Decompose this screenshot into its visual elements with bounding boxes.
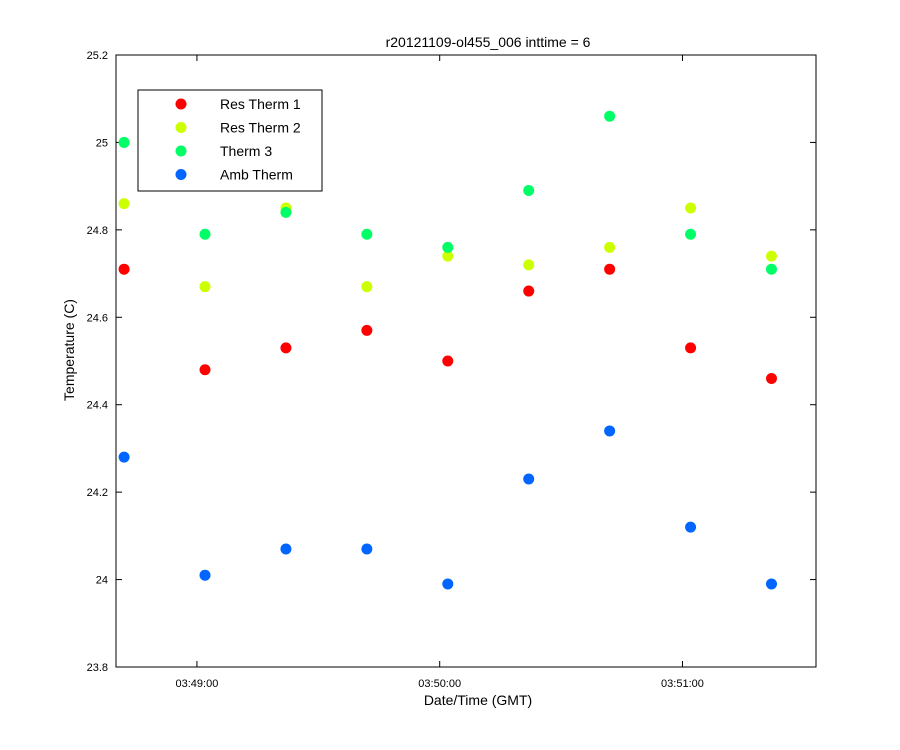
data-point [523, 185, 535, 197]
data-point [280, 342, 292, 354]
legend-label: Res Therm 2 [220, 120, 301, 136]
data-point [118, 198, 130, 210]
data-point [523, 473, 535, 485]
y-tick-label: 24 [96, 575, 108, 587]
data-point [604, 263, 616, 275]
data-point [765, 578, 777, 590]
x-tick-label: 03:50:00 [418, 678, 461, 690]
data-point [685, 202, 697, 214]
data-point [442, 250, 454, 262]
x-tick-label: 03:49:00 [176, 678, 219, 690]
legend-marker [175, 98, 187, 110]
y-tick-label: 25 [96, 137, 108, 149]
legend-marker [175, 169, 187, 180]
data-points [118, 110, 777, 590]
data-point [361, 281, 373, 293]
legend-label: Therm 3 [220, 143, 272, 159]
data-point [199, 281, 211, 293]
legend-box [137, 89, 323, 192]
y-tick-label: 24.2 [87, 487, 108, 499]
data-point [442, 355, 454, 367]
y-axis-label: Temperature (C) [61, 299, 77, 401]
data-point [118, 136, 130, 148]
x-axis-label: Date/Time (GMT) [424, 692, 532, 708]
data-point [765, 372, 777, 384]
data-point [685, 342, 697, 354]
data-point [280, 543, 292, 555]
data-point [199, 569, 211, 581]
data-point [765, 250, 777, 262]
legend: Res Therm 1 Res Therm 2 Therm 3 Amb Therm [137, 89, 323, 192]
data-point [442, 241, 454, 253]
data-point [118, 451, 130, 463]
y-tick-label: 23.8 [87, 662, 108, 674]
legend-label: Res Therm 1 [220, 96, 301, 112]
legend-label: Amb Therm [220, 167, 293, 183]
data-point [361, 228, 373, 240]
y-tick-label: 24.4 [87, 400, 108, 412]
y-axis: 23.8 24 24.2 24.4 24.6 24.8 25 25.2 [87, 50, 816, 674]
legend-marker [175, 122, 187, 133]
x-axis: 03:49:00 03:50:00 03:51:00 [176, 55, 704, 690]
data-point [604, 241, 616, 253]
y-tick-label: 24.8 [87, 225, 108, 237]
data-point [199, 228, 211, 240]
data-point [523, 285, 535, 297]
chart-title: r20121109-ol455_006 inttime = 6 [386, 34, 591, 50]
data-point [604, 425, 616, 437]
data-point [523, 259, 535, 271]
data-point [199, 364, 211, 376]
legend-marker [175, 145, 187, 157]
x-tick-label: 03:51:00 [661, 678, 704, 690]
y-tick-label: 24.6 [87, 312, 108, 324]
y-tick-label: 25.2 [87, 50, 108, 62]
data-point [765, 263, 777, 275]
data-point [361, 324, 373, 336]
data-point [685, 228, 697, 240]
data-point [361, 543, 373, 555]
data-point [685, 521, 697, 533]
data-point [442, 578, 454, 590]
data-point [604, 110, 616, 122]
data-point [280, 206, 292, 218]
data-point [118, 263, 130, 275]
